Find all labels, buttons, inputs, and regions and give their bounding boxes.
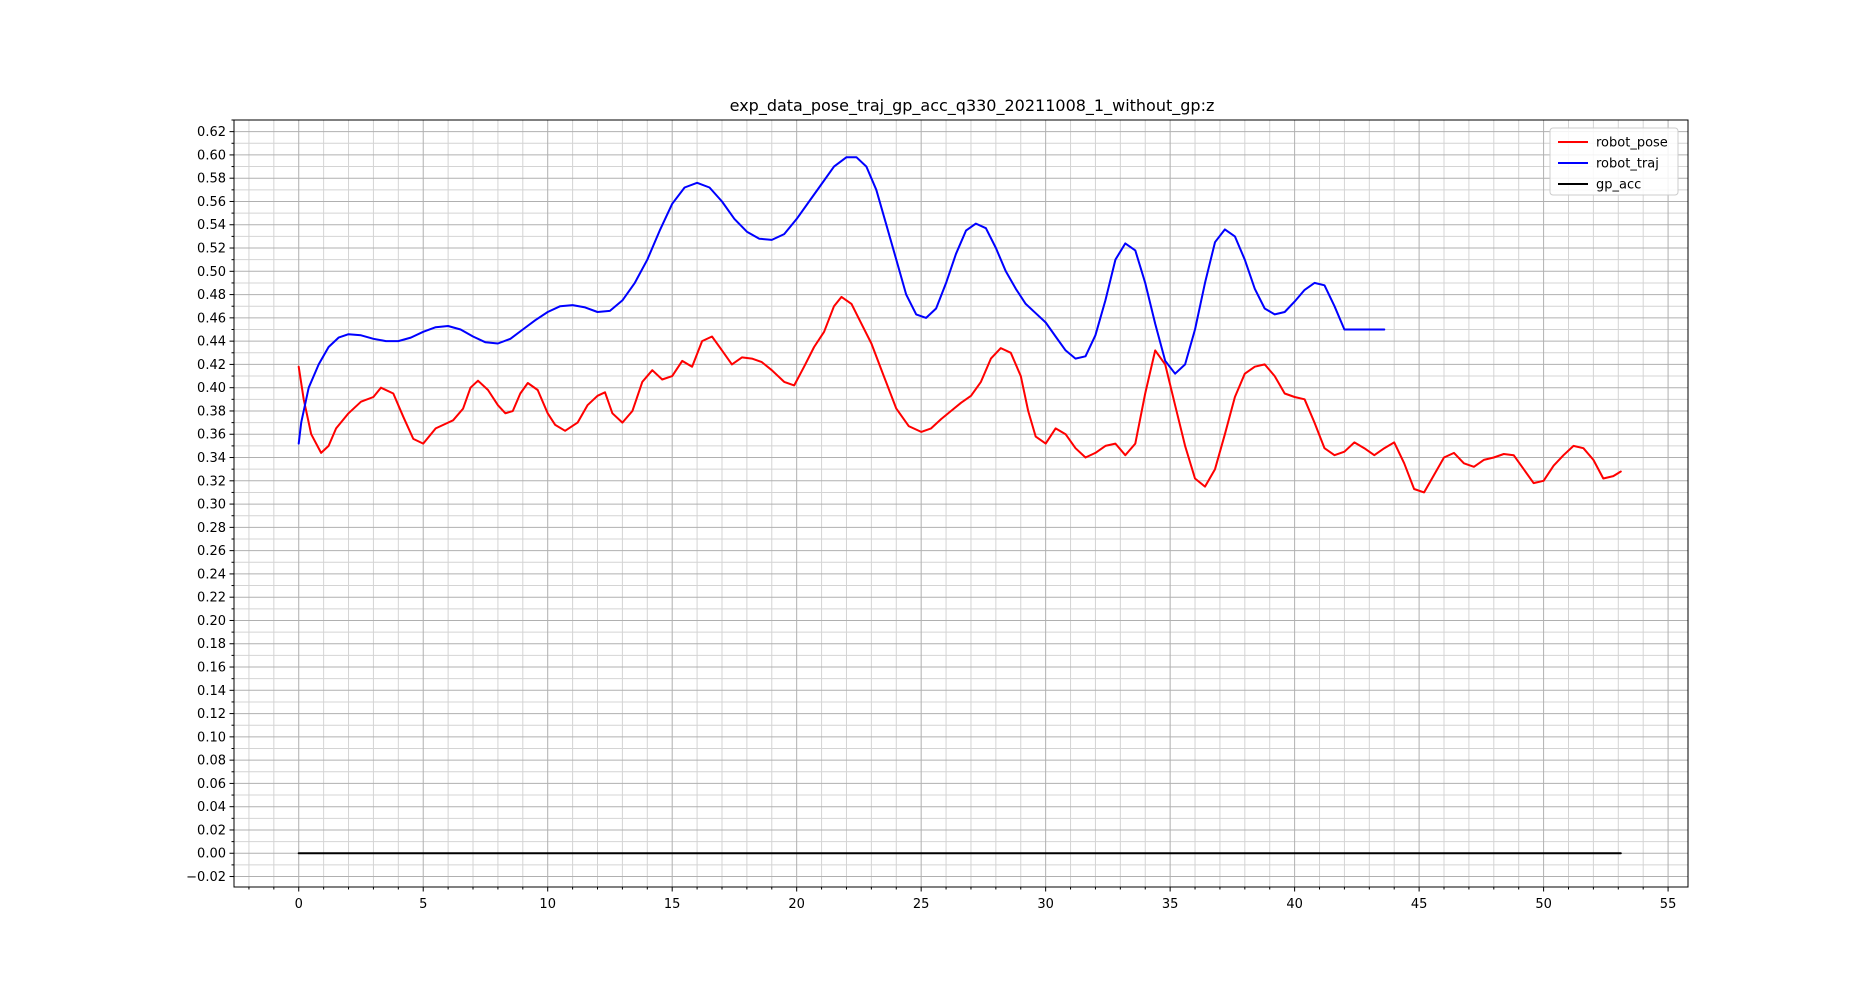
- y-tick-label: 0.06: [197, 777, 226, 792]
- x-tick-label: 20: [788, 897, 805, 912]
- x-tick-label: 15: [664, 897, 681, 912]
- y-tick-label: 0.02: [197, 823, 226, 838]
- y-tick-label: 0.22: [197, 591, 226, 606]
- legend-box: [1549, 127, 1679, 196]
- legend-label-robot-pose: robot_pose: [1596, 136, 1668, 151]
- y-tick-label: 0.20: [197, 614, 226, 629]
- x-tick-label: 25: [913, 897, 930, 912]
- y-tick-label: −0.02: [186, 870, 226, 885]
- y-tick-label: 0.26: [197, 544, 226, 559]
- y-tick-label: 0.28: [197, 521, 226, 536]
- x-tick-label: 10: [539, 897, 556, 912]
- y-tick-label: 0.34: [197, 451, 226, 466]
- y-tick-label: 0.52: [197, 242, 226, 257]
- series-robot-traj: [297, 156, 1386, 445]
- grid-major: [234, 120, 1688, 887]
- y-tick-label: 0.56: [197, 195, 226, 210]
- y-tick-label: 0.42: [197, 358, 226, 373]
- y-tick-label: 0.04: [197, 800, 226, 815]
- x-tick-label: 40: [1286, 897, 1303, 912]
- y-tick-label: 0.14: [197, 684, 226, 699]
- x-tick-label: 5: [419, 897, 427, 912]
- legend-label-gp-acc: gp_acc: [1596, 178, 1641, 193]
- y-tick-label: 0.24: [197, 567, 226, 582]
- y-tick-label: 0.48: [197, 288, 226, 303]
- y-tick-label: 0.36: [197, 428, 226, 443]
- x-tick-label: 35: [1162, 897, 1179, 912]
- y-tick-label: 0.58: [197, 172, 226, 187]
- y-tick-label: 0.18: [197, 637, 226, 652]
- x-tick-label: 0: [295, 897, 303, 912]
- y-tick-label: 0.30: [197, 498, 226, 513]
- y-tick-label: 0.40: [197, 381, 226, 396]
- x-tick-label: 55: [1660, 897, 1677, 912]
- y-tick-label: 0.60: [197, 148, 226, 163]
- y-tick-label: 0.44: [197, 335, 226, 350]
- x-tick-label: 50: [1535, 897, 1552, 912]
- y-tick-label: 0.54: [197, 218, 226, 233]
- x-tick-label: 45: [1411, 897, 1428, 912]
- series-robot-pose: [297, 295, 1622, 494]
- y-tick-label: 0.08: [197, 754, 226, 769]
- y-tick-label: 0.10: [197, 730, 226, 745]
- y-tick-label: 0.00: [197, 847, 226, 862]
- x-tick-label: 30: [1037, 897, 1054, 912]
- y-tick-label: 0.38: [197, 404, 226, 419]
- y-tick-label: 0.16: [197, 661, 226, 676]
- chart-title: exp_data_pose_traj_gp_acc_q330_20211008_…: [730, 96, 1215, 116]
- legend: robot_pose robot_traj gp_acc: [1549, 127, 1679, 196]
- y-tick-label: 0.46: [197, 311, 226, 326]
- legend-label-robot-traj: robot_traj: [1596, 157, 1659, 172]
- y-tick-label: 0.12: [197, 707, 226, 722]
- series-layer: [297, 156, 1622, 855]
- y-tick-label: 0.62: [197, 125, 226, 140]
- y-tick-label: 0.32: [197, 474, 226, 489]
- plot-frame: [233, 119, 1689, 888]
- y-tick-label: 0.50: [197, 265, 226, 280]
